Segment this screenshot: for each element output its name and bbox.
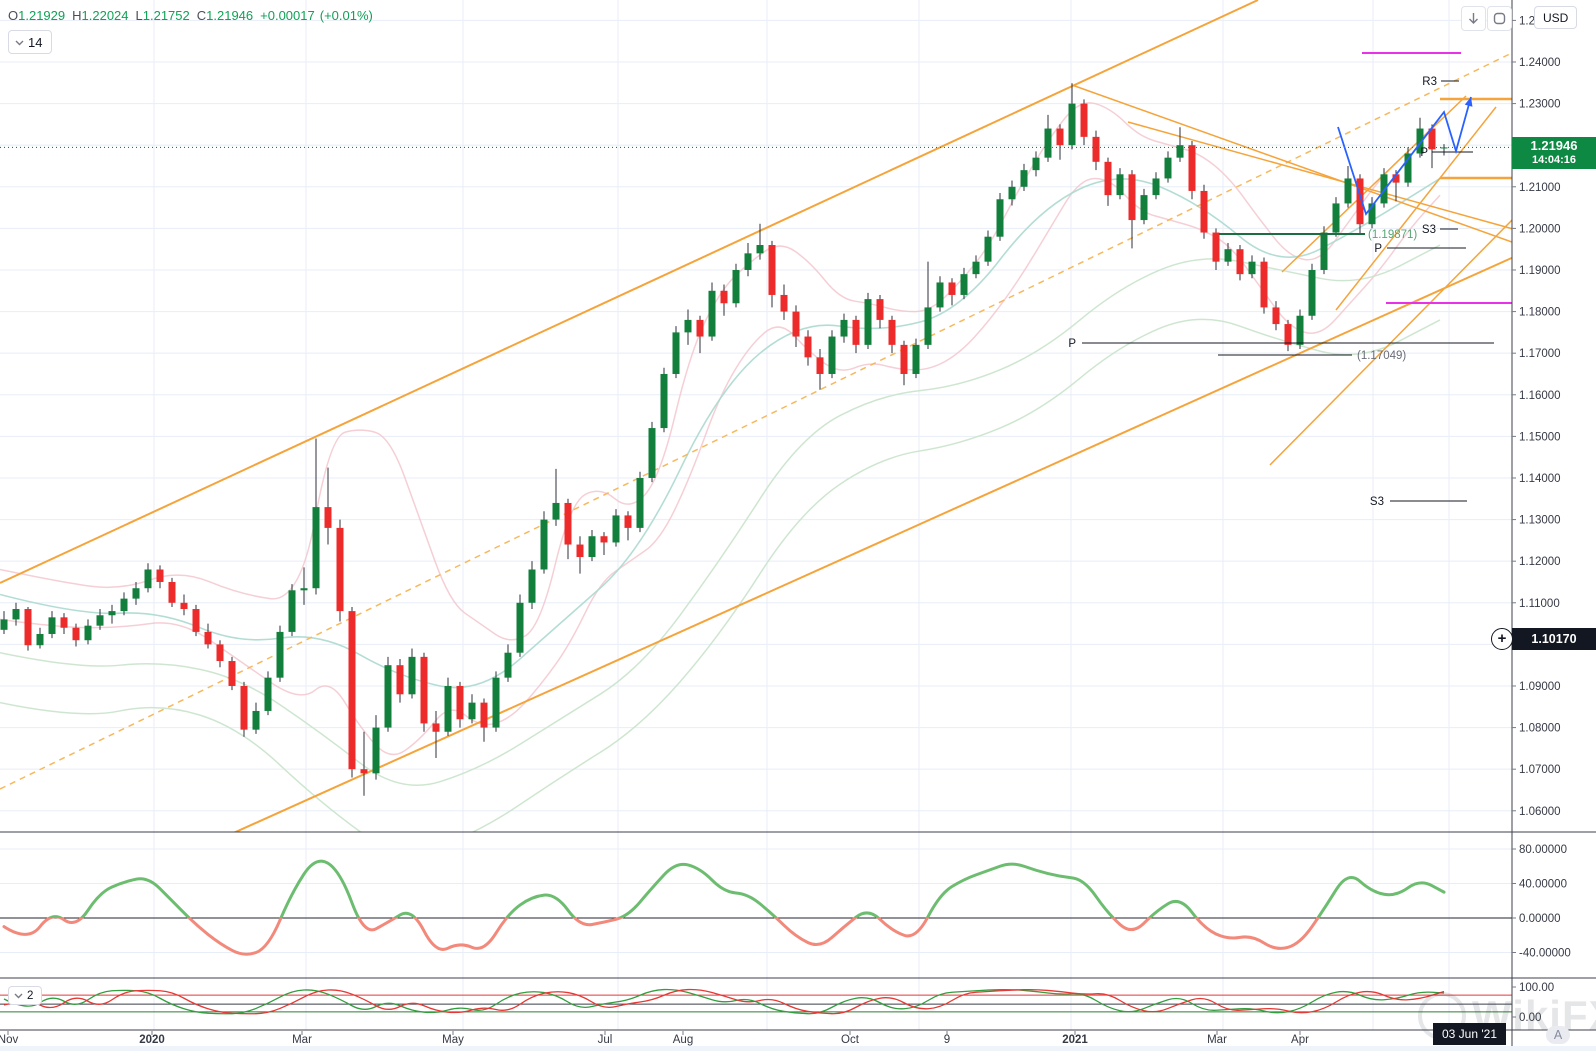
currency-unit-button[interactable]: USD: [1534, 6, 1578, 29]
price-tick-label: 1.09000: [1519, 681, 1561, 693]
grid-lines: [0, 0, 1512, 1030]
time-tick-label: Apr: [1291, 1034, 1309, 1046]
last-price-badge: 1.21946 14:04:16: [1512, 137, 1596, 169]
ohlc-legend: O1.21929 H1.22024 L1.21752 C1.21946 +0.00017…: [8, 8, 378, 23]
indicator-interval-button[interactable]: 14: [8, 30, 53, 54]
level-label: (1.17049): [1357, 350, 1406, 362]
time-tick-label: Mar: [292, 1034, 312, 1046]
currency-unit-label: USD: [1543, 10, 1569, 25]
indicator-overlays: [0, 102, 1441, 832]
time-tick-label: Oct: [841, 1034, 860, 1046]
scroll-to-recent-button[interactable]: [1461, 6, 1486, 31]
stoch-tick-label: 100.00: [1519, 982, 1554, 994]
level-label: P: [1420, 147, 1428, 159]
price-tick-label: 1.19000: [1519, 265, 1561, 277]
price-tick-label: 1.24000: [1519, 57, 1561, 69]
crosshair-date-badge: 03 Jun '21: [1433, 1023, 1506, 1045]
bar-countdown: 14:04:16: [1531, 154, 1577, 167]
time-tick-label: 2020: [139, 1034, 165, 1046]
stochastic-pane: [0, 988, 1512, 1015]
osc-tick-label: 40.00000: [1519, 879, 1567, 891]
level-label: P: [1068, 338, 1076, 350]
time-tick-label: 9: [944, 1034, 950, 1046]
indicator-interval-value: 14: [28, 34, 43, 50]
price-tick-label: 1.12000: [1519, 556, 1561, 568]
trendlines: [0, 0, 1512, 832]
time-tick-label: 2021: [1062, 1034, 1088, 1046]
env-green-upper: [0, 244, 1441, 786]
time-tick-label: May: [442, 1034, 464, 1046]
env-green-lower: [0, 318, 1441, 832]
trend-arrow-drawing: [1337, 96, 1473, 216]
high-value: 1.22024: [81, 8, 129, 23]
price-tick-label: 1.16000: [1519, 390, 1561, 402]
stoch-tick-label: 0.00: [1519, 1012, 1541, 1024]
price-tick-label: 1.20000: [1519, 223, 1561, 235]
time-tick-label: Nov: [0, 1034, 18, 1046]
osc-tick-label: -40.00000: [1519, 948, 1571, 960]
price-tick-label: 1.13000: [1519, 515, 1561, 527]
open-value: 1.21929: [18, 8, 66, 23]
price-tick-label: 1.15000: [1519, 431, 1561, 443]
low-value: 1.21752: [142, 8, 190, 23]
price-tick-label: 1.18000: [1519, 307, 1561, 319]
price-tick-label: 1.21000: [1519, 182, 1561, 194]
ma-teal: [0, 177, 1441, 689]
maximize-pane-button[interactable]: [1487, 6, 1512, 31]
oscillator-pane: [0, 859, 1512, 956]
stoch-interval-value: 2: [27, 989, 34, 1002]
arrow-down-icon: [1469, 13, 1478, 24]
auto-scale-button[interactable]: A: [1546, 1026, 1570, 1044]
time-tick-label: Mar: [1207, 1034, 1227, 1046]
level-label: S3: [1422, 224, 1436, 236]
crosshair-price-badge: 1.10170: [1512, 628, 1596, 650]
time-tick-label: Aug: [673, 1034, 693, 1046]
price-tick-label: 1.14000: [1519, 473, 1561, 485]
high-label: H: [72, 8, 82, 23]
level-label: R3: [1422, 76, 1437, 88]
open-label: O: [8, 8, 19, 23]
change-percent: (+0.01%): [319, 8, 373, 23]
price-tick-label: 1.11000: [1519, 598, 1560, 610]
price-tick-label: 1.08000: [1519, 723, 1561, 735]
maximize-icon: [1493, 12, 1506, 25]
chevron-down-icon: [14, 993, 23, 999]
low-label: L: [135, 8, 143, 23]
stoch-interval-button[interactable]: 2: [8, 986, 43, 1005]
time-tick-label: Jul: [598, 1034, 613, 1046]
price-tick-label: 1.07000: [1519, 764, 1561, 776]
level-label: P: [1374, 243, 1382, 255]
close-value: 1.21946: [206, 8, 254, 23]
levels: R3 P S3 P P S3 (1.17049) (1.19871): [1068, 76, 1494, 508]
price-tick-label: 1.06000: [1519, 806, 1561, 818]
time-axis: Nov 2020 Mar May Jul Aug Oct 9 2021 Mar Apr: [0, 1031, 1309, 1046]
add-alert-plus-icon[interactable]: +: [1491, 628, 1513, 650]
candles-layer: [0, 83, 1448, 796]
chevron-down-icon: [15, 40, 24, 45]
level-label: (1.19871): [1368, 229, 1417, 241]
change-value: +0.00017: [260, 8, 315, 23]
osc-tick-label: 0.00000: [1519, 913, 1561, 925]
level-label: S3: [1370, 496, 1384, 508]
last-price-value: 1.21946: [1530, 138, 1578, 154]
osc-tick-label: 80.00000: [1519, 844, 1567, 856]
env-pink-lower: [0, 177, 1441, 756]
close-label: C: [196, 8, 207, 23]
price-tick-label: 1.23000: [1519, 99, 1561, 111]
price-tick-label: 1.17000: [1519, 348, 1561, 360]
